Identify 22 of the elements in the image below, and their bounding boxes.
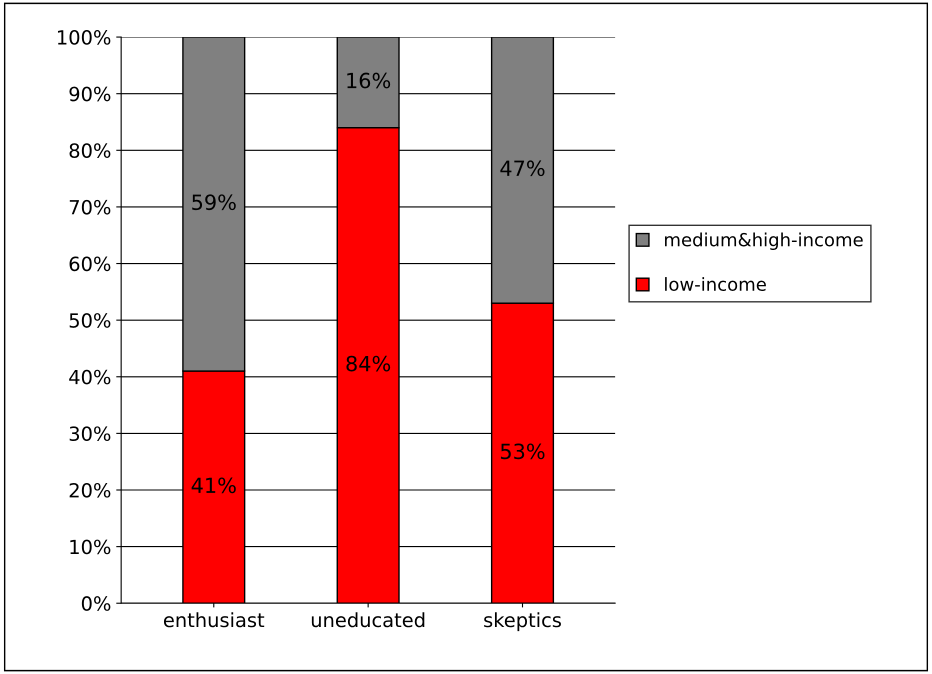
x-tick-label: uneducated — [312, 612, 424, 628]
y-tick-label: 80% — [70, 143, 110, 158]
y-tick-label: 70% — [70, 200, 110, 215]
x-tick-label: skeptics — [484, 612, 561, 632]
text: 16% — [347, 72, 390, 88]
text: 47% — [500, 160, 545, 176]
legend-label: medium&high-income — [665, 232, 863, 250]
y-tick-label: 10% — [70, 540, 110, 554]
y-tick-label: 20% — [70, 482, 110, 498]
text: 53% — [500, 443, 545, 460]
y-tick-label: 100% — [58, 30, 110, 45]
text: 59% — [192, 194, 236, 210]
y-tick-label: 90% — [69, 86, 110, 102]
text: 84% — [346, 356, 390, 372]
y-tick-label: 50% — [70, 313, 110, 328]
y-tick-label: 30% — [70, 426, 110, 442]
y-tick-label: 40% — [69, 370, 110, 384]
text: 41% — [192, 477, 236, 494]
legend-label: low-income — [665, 277, 766, 292]
y-tick-label: 0% — [82, 596, 110, 611]
x-tick-label: enthusiast — [164, 612, 264, 628]
y-tick-label: 60% — [70, 256, 110, 272]
